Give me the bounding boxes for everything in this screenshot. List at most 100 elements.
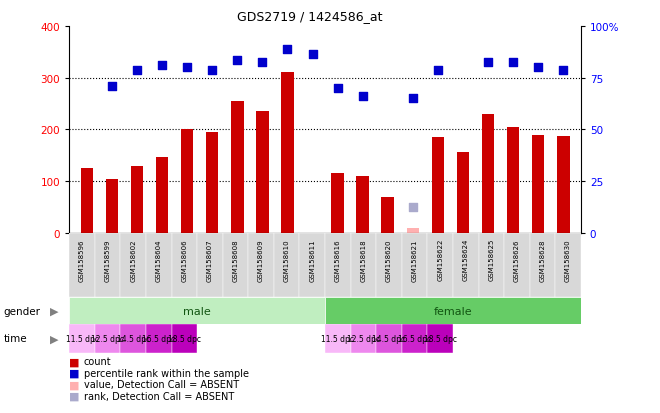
Bar [206, 133, 218, 233]
Point [308, 52, 318, 59]
Bar [428, 233, 453, 297]
Bar [81, 169, 93, 233]
Text: GSM158618: GSM158618 [360, 238, 366, 281]
Point [157, 62, 168, 69]
Bar [557, 136, 570, 233]
Text: 12.5 dpc: 12.5 dpc [91, 334, 124, 343]
Bar [120, 233, 146, 297]
Bar [146, 233, 172, 297]
Text: GSM158625: GSM158625 [488, 238, 494, 281]
Point [533, 65, 543, 71]
Bar [300, 233, 325, 297]
Text: 16.5 dpc: 16.5 dpc [398, 334, 431, 343]
Bar [453, 233, 478, 297]
Text: count: count [84, 356, 112, 366]
Bar [172, 233, 197, 297]
Text: 18.5 dpc: 18.5 dpc [424, 334, 457, 343]
Text: GSM158616: GSM158616 [335, 238, 341, 281]
Text: GSM158611: GSM158611 [310, 238, 315, 281]
Bar [478, 233, 504, 297]
Text: 14.5 dpc: 14.5 dpc [117, 334, 150, 343]
Point [357, 93, 368, 100]
Point [132, 67, 143, 74]
Bar [197, 233, 223, 297]
Bar [69, 297, 325, 324]
Text: ▶: ▶ [50, 334, 58, 344]
Bar [95, 324, 120, 353]
Bar [407, 228, 419, 233]
Bar [381, 197, 394, 233]
Bar [504, 233, 529, 297]
Text: gender: gender [3, 306, 40, 316]
Bar [432, 138, 444, 233]
Text: GSM158609: GSM158609 [258, 238, 264, 281]
Text: GSM158626: GSM158626 [514, 238, 520, 281]
Bar [331, 174, 344, 233]
Bar [402, 324, 428, 353]
Bar [457, 152, 469, 233]
Point [282, 47, 293, 53]
Text: ▶: ▶ [50, 306, 58, 316]
Bar [325, 324, 350, 353]
Text: 11.5 dpc: 11.5 dpc [65, 334, 98, 343]
Bar [356, 177, 369, 233]
Bar [131, 166, 143, 233]
Text: ■: ■ [69, 380, 80, 389]
Text: GSM158621: GSM158621 [412, 238, 418, 281]
Text: time: time [3, 334, 27, 344]
Text: GSM158596: GSM158596 [79, 238, 85, 281]
Point [257, 59, 268, 66]
Text: GDS2719 / 1424586_at: GDS2719 / 1424586_at [238, 10, 383, 23]
Text: 11.5 dpc: 11.5 dpc [321, 334, 354, 343]
Bar [256, 112, 269, 233]
Text: ■: ■ [69, 356, 80, 366]
Point [232, 57, 243, 64]
Text: GSM158604: GSM158604 [156, 238, 162, 281]
Text: ■: ■ [69, 368, 80, 378]
Text: male: male [183, 306, 211, 316]
Point [482, 59, 493, 66]
Text: rank, Detection Call = ABSENT: rank, Detection Call = ABSENT [84, 391, 234, 401]
Text: value, Detection Call = ABSENT: value, Detection Call = ABSENT [84, 380, 239, 389]
Text: GSM158630: GSM158630 [565, 238, 571, 281]
Bar [181, 130, 193, 233]
Bar [231, 102, 244, 233]
Point [107, 83, 117, 90]
Text: GSM158606: GSM158606 [182, 238, 187, 281]
Text: GSM158610: GSM158610 [284, 238, 290, 281]
Bar [281, 73, 294, 233]
Bar [274, 233, 300, 297]
Bar [507, 128, 519, 233]
Bar [69, 324, 95, 353]
Text: ■: ■ [69, 391, 80, 401]
Bar [350, 324, 376, 353]
Bar [156, 157, 168, 233]
Point [407, 96, 418, 102]
Text: percentile rank within the sample: percentile rank within the sample [84, 368, 249, 378]
Text: GSM158608: GSM158608 [232, 238, 238, 281]
Bar [146, 324, 172, 353]
Bar [223, 233, 248, 297]
Bar [172, 324, 197, 353]
Text: GSM158622: GSM158622 [437, 238, 443, 281]
Text: 18.5 dpc: 18.5 dpc [168, 334, 201, 343]
Text: 12.5 dpc: 12.5 dpc [347, 334, 380, 343]
Text: 14.5 dpc: 14.5 dpc [372, 334, 405, 343]
Bar [95, 233, 120, 297]
Bar [376, 324, 402, 353]
Text: 16.5 dpc: 16.5 dpc [143, 334, 176, 343]
Text: GSM158607: GSM158607 [207, 238, 213, 281]
Bar [120, 324, 146, 353]
Bar [529, 233, 555, 297]
Bar [325, 297, 581, 324]
Bar [248, 233, 274, 297]
Bar [428, 324, 453, 353]
Bar [482, 114, 494, 233]
Point [508, 59, 518, 66]
Bar [532, 135, 544, 233]
Text: GSM158602: GSM158602 [130, 238, 136, 281]
Point [432, 67, 443, 74]
Text: GSM158624: GSM158624 [463, 238, 469, 281]
Bar [69, 233, 95, 297]
Bar [350, 233, 376, 297]
